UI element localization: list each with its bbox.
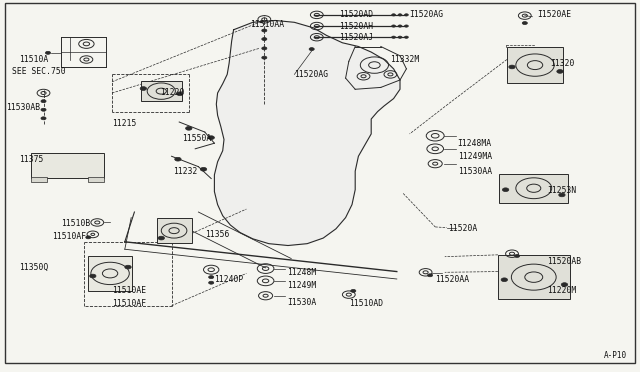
Circle shape: [209, 281, 214, 284]
Circle shape: [404, 25, 408, 27]
Circle shape: [398, 36, 402, 38]
Text: 11520AJ: 11520AJ: [339, 33, 373, 42]
Text: 11220M: 11220M: [547, 286, 577, 295]
Text: A-P10: A-P10: [604, 351, 627, 360]
Text: 11510AA: 11510AA: [250, 20, 284, 29]
Circle shape: [41, 117, 46, 120]
Bar: [141, 81, 182, 101]
Circle shape: [86, 236, 91, 239]
Circle shape: [262, 56, 267, 59]
Text: 11510AE: 11510AE: [112, 286, 146, 295]
Circle shape: [41, 100, 46, 103]
Circle shape: [522, 22, 527, 25]
Bar: [507, 47, 563, 83]
Circle shape: [557, 70, 563, 73]
Text: 11530AB: 11530AB: [6, 103, 40, 112]
Circle shape: [404, 14, 408, 16]
Circle shape: [392, 25, 396, 27]
Text: 11375: 11375: [19, 155, 44, 164]
Circle shape: [309, 48, 314, 51]
Text: I1253N: I1253N: [547, 186, 577, 195]
Text: 11510A: 11510A: [19, 55, 49, 64]
Text: I1530A: I1530A: [287, 298, 316, 307]
Circle shape: [186, 126, 192, 130]
Circle shape: [262, 47, 267, 50]
Text: 11220: 11220: [160, 88, 184, 97]
Text: 11550A: 11550A: [182, 134, 212, 143]
Text: 11530AA: 11530AA: [458, 167, 492, 176]
Text: I1320: I1320: [550, 59, 575, 68]
Text: 11232: 11232: [173, 167, 197, 176]
Bar: [88, 256, 132, 291]
Circle shape: [392, 36, 396, 38]
Circle shape: [208, 136, 214, 140]
Circle shape: [398, 25, 402, 27]
Circle shape: [392, 14, 396, 16]
Circle shape: [45, 51, 51, 54]
Circle shape: [262, 29, 267, 32]
Text: 11520AH: 11520AH: [339, 22, 373, 31]
Circle shape: [262, 38, 267, 41]
Circle shape: [502, 188, 509, 192]
Circle shape: [398, 14, 402, 16]
Circle shape: [41, 108, 46, 111]
Text: SEE SEC.750: SEE SEC.750: [12, 67, 65, 76]
Text: 11510AD: 11510AD: [349, 299, 383, 308]
Circle shape: [158, 236, 164, 240]
Text: 11249MA: 11249MA: [458, 153, 492, 161]
Circle shape: [501, 278, 508, 282]
Polygon shape: [214, 20, 400, 246]
Circle shape: [200, 167, 207, 171]
Text: 11520AA: 11520AA: [435, 275, 469, 284]
Text: 11356: 11356: [205, 230, 229, 239]
Text: 11240P: 11240P: [214, 275, 244, 284]
Text: 11248M: 11248M: [287, 268, 316, 277]
Text: 11520AB: 11520AB: [547, 257, 581, 266]
Bar: [499, 174, 568, 203]
Circle shape: [209, 276, 214, 279]
Text: 11332M: 11332M: [390, 55, 420, 64]
Text: 11510B: 11510B: [61, 219, 90, 228]
Bar: [498, 255, 570, 299]
Circle shape: [428, 274, 433, 277]
Text: 11510AF: 11510AF: [52, 232, 86, 241]
Circle shape: [509, 65, 515, 69]
Circle shape: [140, 87, 147, 90]
Bar: [31, 177, 47, 182]
Text: 11510AF: 11510AF: [112, 299, 146, 308]
Text: 11215: 11215: [112, 119, 136, 128]
Circle shape: [90, 274, 96, 278]
Text: 11520AG: 11520AG: [294, 70, 328, 79]
Text: I1520AG: I1520AG: [410, 10, 444, 19]
Circle shape: [515, 254, 520, 257]
Text: I1248MA: I1248MA: [458, 139, 492, 148]
Circle shape: [404, 36, 408, 38]
Circle shape: [561, 283, 568, 286]
Circle shape: [351, 289, 356, 292]
Circle shape: [175, 157, 181, 161]
Circle shape: [125, 265, 131, 269]
Bar: [31, 153, 104, 178]
Text: 11520A: 11520A: [448, 224, 477, 233]
Circle shape: [177, 92, 183, 96]
Text: I1520AE: I1520AE: [538, 10, 572, 19]
Text: 11249M: 11249M: [287, 281, 316, 290]
Circle shape: [559, 193, 565, 197]
Bar: [88, 177, 104, 182]
Bar: [157, 218, 192, 243]
Text: 11520AD: 11520AD: [339, 10, 373, 19]
Text: 11350Q: 11350Q: [19, 263, 49, 272]
